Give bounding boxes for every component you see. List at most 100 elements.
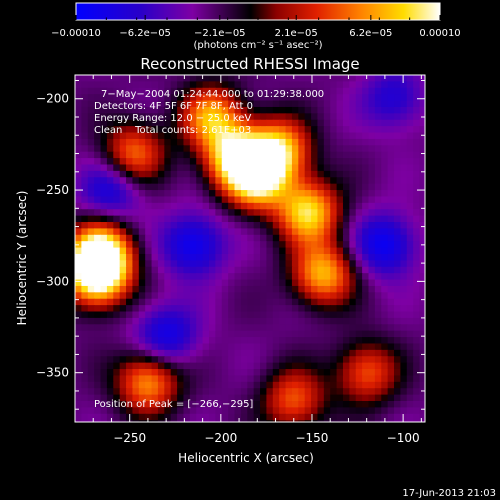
heatmap-cell xyxy=(362,311,370,319)
heatmap-cell xyxy=(177,170,185,178)
heatmap-cell xyxy=(323,196,331,204)
heatmap-cell xyxy=(260,273,268,281)
heatmap-cell xyxy=(317,81,325,89)
heatmap-cell xyxy=(394,170,401,178)
heatmap-cell xyxy=(419,375,425,383)
heatmap-cell xyxy=(400,113,408,121)
heatmap-cell xyxy=(234,253,242,261)
heatmap-cell xyxy=(330,164,338,172)
heatmap-cell xyxy=(87,407,95,415)
heatmap-cell xyxy=(400,215,408,223)
heatmap-cell xyxy=(381,209,389,217)
heatmap-cell xyxy=(100,190,108,198)
heatmap-cell xyxy=(253,375,261,383)
heatmap-cell xyxy=(202,100,210,108)
heatmap-cell xyxy=(247,305,255,313)
heatmap-cell xyxy=(342,298,350,306)
heatmap-cell xyxy=(234,196,242,204)
heatmap-cell xyxy=(279,222,287,230)
heatmap-cell xyxy=(400,298,408,306)
heatmap-cell xyxy=(406,260,414,268)
annotation-block: 7−May−2004 01:24:44.000 to 01:29:38.000 … xyxy=(94,89,324,136)
heatmap-cell xyxy=(317,87,325,95)
heatmap-cell xyxy=(100,375,108,383)
heatmap-cell xyxy=(240,81,248,89)
heatmap-cell xyxy=(132,292,140,300)
heatmap-cell xyxy=(183,177,191,185)
heatmap-cell xyxy=(215,324,223,332)
heatmap-cell xyxy=(119,164,127,172)
heatmap-cell xyxy=(208,222,216,230)
heatmap-cell xyxy=(419,305,425,313)
heatmap-cell xyxy=(400,190,408,198)
heatmap-cell xyxy=(228,138,236,146)
heatmap-cell xyxy=(189,401,197,408)
heatmap-cell xyxy=(240,132,248,140)
heatmap-cell xyxy=(374,407,382,415)
heatmap-cell xyxy=(87,394,95,402)
heatmap-cell xyxy=(291,343,299,351)
heatmap-cell xyxy=(279,183,287,191)
heatmap-cell xyxy=(170,151,178,159)
heatmap-cell xyxy=(196,119,204,127)
heatmap-cell xyxy=(368,113,376,121)
heatmap-cell xyxy=(87,401,95,408)
heatmap-cell xyxy=(419,362,425,370)
heatmap-cell xyxy=(336,330,344,338)
heatmap-cell xyxy=(202,132,210,140)
heatmap-cell xyxy=(272,273,280,281)
heatmap-cell xyxy=(323,202,331,210)
heatmap-cell xyxy=(304,151,312,159)
heatmap-cell xyxy=(336,209,344,217)
heatmap-cell xyxy=(75,247,82,255)
heatmap-cell xyxy=(145,119,153,127)
heatmap-cell xyxy=(304,388,312,396)
heatmap-cell xyxy=(311,87,319,95)
heatmap-cell xyxy=(240,330,248,338)
heatmap-cell xyxy=(381,100,389,108)
heatmap-cell xyxy=(362,170,370,178)
heatmap-cell xyxy=(100,330,108,338)
heatmap-cell xyxy=(253,177,261,185)
heatmap-cell xyxy=(279,241,287,249)
heatmap-cell xyxy=(279,253,287,261)
heatmap-cell xyxy=(126,298,134,306)
heatmap-cell xyxy=(113,215,121,223)
heatmap-cell xyxy=(126,132,134,140)
y-tick-label: −200 xyxy=(36,92,69,106)
heatmap-cell xyxy=(285,247,293,255)
heatmap-cell xyxy=(374,317,382,325)
heatmap-cell xyxy=(279,215,287,223)
heatmap-cell xyxy=(330,330,338,338)
heatmap-cell xyxy=(240,100,248,108)
heatmap-cell xyxy=(279,401,287,408)
heatmap-cell xyxy=(285,196,293,204)
heatmap-cell xyxy=(157,356,165,364)
heatmap-cell xyxy=(387,324,395,332)
heatmap-cell xyxy=(406,381,414,389)
heatmap-cell xyxy=(138,298,146,306)
heatmap-cell xyxy=(400,100,408,108)
heatmap-cell xyxy=(253,330,261,338)
heatmap-cell xyxy=(87,343,95,351)
heatmap-cell xyxy=(196,317,204,325)
heatmap-cell xyxy=(406,330,414,338)
heatmap-cell xyxy=(106,362,114,370)
heatmap-cell xyxy=(215,75,223,82)
heatmap-cell xyxy=(189,285,197,293)
heatmap-cell xyxy=(87,317,95,325)
heatmap-cell xyxy=(291,132,299,140)
heatmap-cell xyxy=(132,285,140,293)
heatmap-cell xyxy=(157,209,165,217)
heatmap-cell xyxy=(240,285,248,293)
heatmap-cell xyxy=(151,94,159,102)
heatmap-cell xyxy=(234,394,242,402)
heatmap-cell xyxy=(183,324,191,332)
heatmap-cell xyxy=(177,81,185,89)
heatmap-cell xyxy=(106,279,114,287)
heatmap-cell xyxy=(381,113,389,121)
heatmap-cell xyxy=(228,413,236,421)
heatmap-cell xyxy=(106,138,114,146)
heatmap-cell xyxy=(240,126,248,134)
heatmap-cell xyxy=(253,413,261,421)
